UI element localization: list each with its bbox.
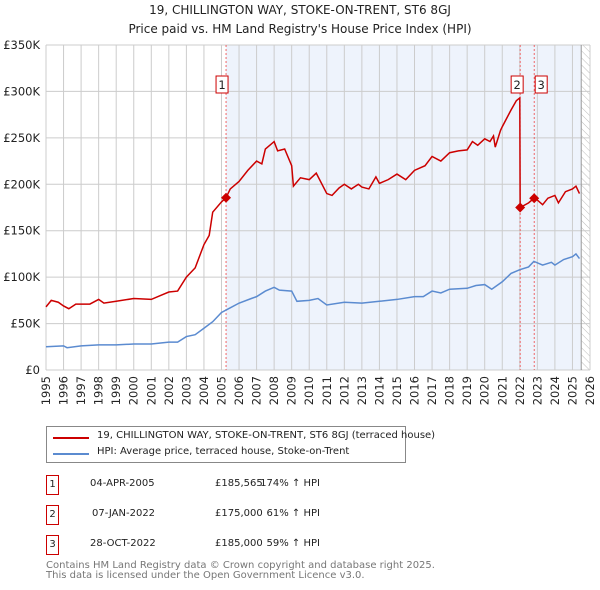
x-tick-label: 2014	[372, 376, 386, 405]
sale-point-marker	[221, 192, 232, 203]
x-tick-label: 1998	[92, 376, 106, 405]
sale-hpi-change: 174% ↑ HPI	[260, 478, 320, 489]
x-tick-label: 2002	[162, 376, 176, 405]
x-tick-label: 2012	[337, 376, 351, 405]
x-tick-label: 1996	[57, 376, 71, 405]
sale-number-badge: 3	[46, 535, 59, 555]
x-tick-label: 2007	[250, 376, 264, 405]
y-tick-label: £150K	[3, 224, 40, 238]
x-tick-label: 1997	[74, 376, 88, 405]
y-tick-label: £50K	[11, 317, 41, 331]
x-tick-label: 2010	[302, 376, 316, 405]
property-series-line	[45, 96, 581, 310]
x-tick-label: 2020	[478, 376, 492, 405]
sale-label-box	[510, 75, 524, 94]
x-tick-label: 2019	[460, 376, 474, 405]
x-tick-label: 2025	[565, 376, 579, 405]
legend: 19, CHILLINGTON WAY, STOKE-ON-TRENT, ST6…	[46, 426, 435, 463]
sale-point-marker	[515, 202, 526, 213]
x-tick-label: 2026	[583, 376, 597, 405]
y-tick-label: £350K	[3, 38, 40, 52]
x-tick-label: 2009	[285, 376, 299, 405]
x-tick-label: 2006	[232, 376, 246, 405]
footer-line-1: Contains HM Land Registry data © Crown c…	[46, 560, 435, 571]
x-tick-label: 2004	[197, 376, 211, 405]
legend-red-line	[53, 437, 89, 439]
sale-hpi-change: 61% ↑ HPI	[266, 508, 320, 519]
x-tick-label: 2024	[548, 376, 562, 405]
x-tick-label: 2000	[127, 376, 141, 405]
x-tick-label: 2008	[267, 376, 281, 405]
sale-hpi-change: 59% ↑ HPI	[266, 538, 320, 549]
chart-title: 19, CHILLINGTON WAY, STOKE-ON-TRENT, ST6…	[149, 3, 451, 17]
x-tick-label: 2023	[530, 376, 544, 405]
sale-row: 1 04-APR-2005 £185,565 174% ↑ HPI	[0, 475, 600, 495]
x-tick-label: 2016	[408, 376, 422, 405]
sale-price: £185,000	[215, 538, 263, 549]
price-chart: 19, CHILLINGTON WAY, STOKE-ON-TRENT, ST6…	[3, 3, 597, 405]
legend-hpi: HPI: Average price, terraced house, Stok…	[97, 446, 350, 457]
x-tick-label: 2005	[214, 376, 228, 405]
sale-date: 04-APR-2005	[90, 478, 155, 489]
sale-number-badge: 2	[46, 505, 59, 525]
x-tick-label: 2017	[425, 376, 439, 405]
sale-label-box	[215, 75, 229, 94]
x-tick-label: 2022	[513, 376, 527, 405]
hpi-series-line	[45, 252, 581, 349]
sale-date: 28-OCT-2022	[90, 538, 156, 549]
x-tick-label: 2001	[144, 376, 158, 405]
legend-property: 19, CHILLINGTON WAY, STOKE-ON-TRENT, ST6…	[97, 430, 436, 441]
sale-period-shade	[226, 45, 582, 370]
sale-label: 1	[218, 78, 225, 92]
sale-date: 07-JAN-2022	[92, 508, 156, 519]
y-tick-label: £300K	[3, 84, 40, 98]
sale-label: 3	[538, 78, 545, 92]
x-tick-label: 2015	[390, 376, 404, 405]
y-tick-label: £100K	[3, 270, 40, 284]
future-hatch	[581, 45, 590, 370]
x-tick-label: 2013	[355, 376, 369, 405]
sale-label-box	[534, 75, 548, 94]
y-tick-label: £200K	[3, 177, 40, 191]
x-tick-label: 2003	[179, 376, 193, 405]
sale-price: £175,000	[215, 508, 263, 519]
chart-subtitle: Price paid vs. HM Land Registry's House …	[128, 22, 471, 36]
sale-point-marker	[529, 193, 540, 204]
legend-blue-line	[53, 453, 89, 455]
x-tick-label: 2018	[443, 376, 457, 405]
footer-line-2: This data is licensed under the Open Gov…	[46, 570, 365, 581]
sale-row: 3 28-OCT-2022 £185,000 59% ↑ HPI	[0, 535, 600, 555]
x-tick-label: 2021	[495, 376, 509, 405]
x-tick-label: 1995	[39, 376, 53, 405]
sale-label: 2	[513, 78, 520, 92]
sale-row: 2 07-JAN-2022 £175,000 61% ↑ HPI	[0, 505, 600, 525]
y-tick-label: £250K	[3, 131, 40, 145]
sale-price: £185,565	[215, 478, 263, 489]
sale-number-badge: 1	[46, 475, 59, 495]
x-tick-label: 2011	[320, 376, 334, 405]
y-tick-label: £0	[25, 363, 40, 377]
x-tick-label: 1999	[109, 376, 123, 405]
